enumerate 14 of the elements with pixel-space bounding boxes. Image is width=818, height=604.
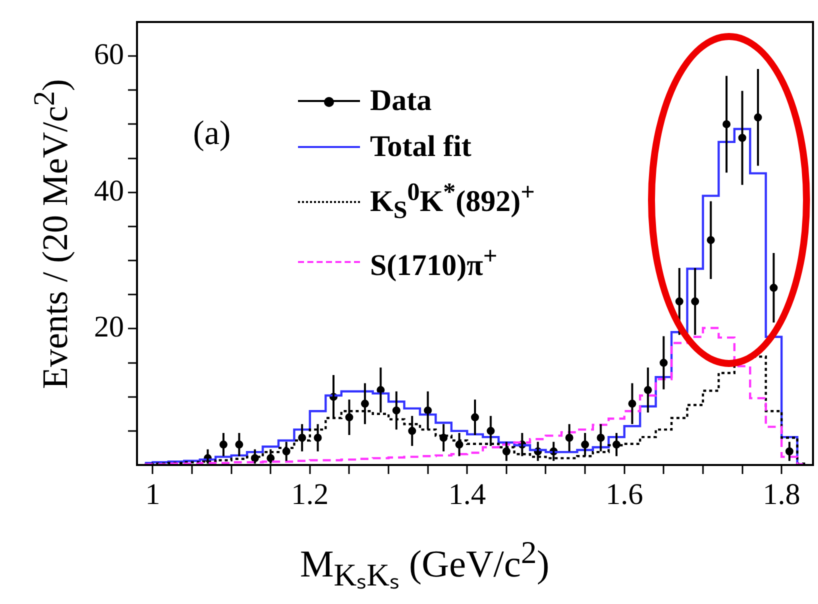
x-tick-label: 1.6 bbox=[606, 478, 644, 511]
x-tick-label: 1.4 bbox=[448, 478, 486, 511]
legend-label: Data bbox=[370, 83, 432, 119]
y-tick-label: 20 bbox=[94, 310, 124, 344]
x-tick-label: 1.2 bbox=[291, 478, 329, 511]
x-tick-label: 1.8 bbox=[762, 478, 800, 511]
legend-label: K$_{S}$$^{0}$K$^{*}$(892)$^{+}$ bbox=[370, 178, 535, 226]
x-axis-title: M$_{KₛKₛ}$ (GeV/c$^{2}$) bbox=[300, 535, 550, 594]
legend-label: S(1710)π$^{+}$ bbox=[370, 242, 498, 284]
y-tick-label: 40 bbox=[94, 174, 124, 208]
y-tick-label: 60 bbox=[94, 38, 124, 71]
annotation: (a) bbox=[193, 115, 231, 153]
x-tick-label: 1 bbox=[145, 478, 160, 511]
legend-label: Total fit bbox=[370, 129, 472, 165]
